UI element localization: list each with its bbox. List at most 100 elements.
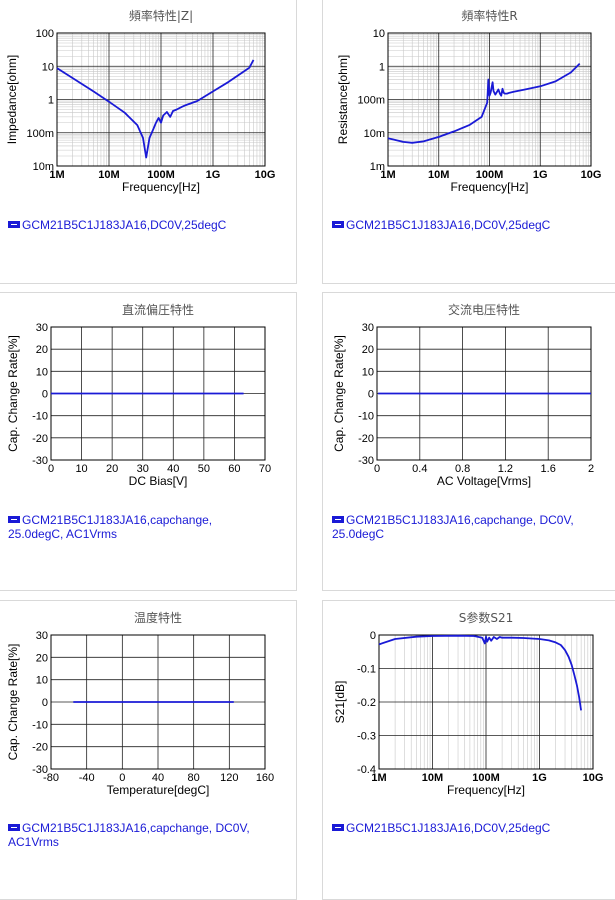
legend-swatch — [8, 516, 20, 523]
y-tick-label: -0.1 — [357, 664, 376, 676]
series-line — [56, 59, 255, 159]
x-tick-label: 30 — [137, 463, 149, 475]
y-axis-label: Cap. Change Rate[%] — [332, 335, 346, 452]
y-tick-label: 1 — [48, 95, 54, 107]
x-tick-label: 40 — [152, 772, 164, 784]
y-tick-label: -30 — [32, 455, 48, 467]
x-tick-label: 1G — [533, 169, 548, 181]
x-tick-label: 2 — [588, 463, 594, 475]
y-tick-label: 0 — [42, 389, 48, 401]
x-tick-label: 1M — [371, 772, 386, 784]
x-axis-label: DC Bias[V] — [129, 474, 188, 488]
chart-card-temperature — [0, 600, 297, 900]
legend-swatch — [8, 824, 20, 831]
legend-dc-bias[interactable]: GCM21B5C1J183JA16,capchange, 25.0degC, A… — [8, 513, 212, 541]
legend-swatch — [332, 221, 344, 228]
legend-text: GCM21B5C1J183JA16,capchange, DC0V, AC1Vr… — [8, 821, 250, 849]
y-tick-label: -0.4 — [357, 764, 376, 776]
x-tick-label: 70 — [259, 463, 271, 475]
x-tick-label: 0 — [374, 463, 380, 475]
x-tick-label: 100M — [147, 169, 175, 181]
x-tick-label: 10 — [75, 463, 87, 475]
x-tick-label: 10G — [583, 772, 604, 784]
x-tick-label: -80 — [43, 772, 59, 784]
y-tick-label: -10 — [32, 719, 48, 731]
chart-title: S参数S21 — [459, 610, 514, 625]
legend-temperature[interactable]: GCM21B5C1J183JA16,capchange, DC0V, AC1Vr… — [8, 821, 250, 849]
chart-title: 直流偏圧特性 — [122, 302, 194, 317]
y-axis-label: Impedance[ohm] — [5, 55, 19, 144]
x-axis-label: Frequency[Hz] — [447, 783, 525, 797]
x-tick-label: 1M — [49, 169, 64, 181]
x-axis-label: Frequency[Hz] — [450, 180, 528, 194]
x-tick-label: 10G — [255, 169, 276, 181]
y-tick-label: 30 — [36, 630, 48, 642]
y-tick-label: 20 — [362, 344, 374, 356]
chart-title: 交流电压特性 — [448, 302, 520, 317]
x-tick-label: 1.2 — [498, 463, 513, 475]
legend-text: GCM21B5C1J183JA16,DC0V,25degC — [346, 218, 551, 232]
y-tick-label: 10 — [362, 366, 374, 378]
y-tick-label: 1m — [370, 161, 385, 173]
y-tick-label: 0 — [368, 389, 374, 401]
x-tick-label: 50 — [198, 463, 210, 475]
y-tick-label: -20 — [32, 742, 48, 754]
chart-title: 温度特性 — [134, 610, 182, 625]
x-tick-label: 60 — [228, 463, 240, 475]
x-tick-label: 100M — [472, 772, 500, 784]
x-tick-label: -40 — [79, 772, 95, 784]
y-axis-label: Cap. Change Rate[%] — [6, 335, 20, 452]
legend-ac-voltage[interactable]: GCM21B5C1J183JA16,capchange, DC0V, 25.0d… — [332, 513, 574, 541]
y-tick-label: 10m — [33, 161, 54, 173]
x-tick-label: 160 — [256, 772, 274, 784]
y-tick-label: 20 — [36, 652, 48, 664]
series-line — [378, 634, 582, 711]
x-tick-label: 20 — [106, 463, 118, 475]
y-axis-label: Resistance[ohm] — [336, 55, 350, 144]
y-tick-label: -0.2 — [357, 697, 376, 709]
x-tick-label: 100M — [476, 169, 504, 181]
x-tick-label: 1G — [532, 772, 547, 784]
y-tick-label: 100m — [26, 128, 54, 140]
x-tick-label: 120 — [220, 772, 238, 784]
x-tick-label: 0.4 — [412, 463, 427, 475]
y-tick-label: 10 — [373, 28, 385, 40]
y-tick-label: -20 — [358, 433, 374, 445]
legend-swatch — [332, 824, 344, 831]
legend-text: GCM21B5C1J183JA16,capchange, 25.0degC, A… — [8, 513, 213, 541]
series-line — [387, 62, 581, 144]
y-tick-label: 0 — [370, 630, 376, 642]
legend-swatch — [8, 221, 20, 228]
legend-text: GCM21B5C1J183JA16,DC0V,25degC — [346, 821, 551, 835]
legend-swatch — [332, 516, 344, 523]
chart-card-ac-voltage — [322, 292, 615, 591]
chart-title: 頻率特性R — [461, 8, 517, 23]
x-axis-label: Frequency[Hz] — [122, 180, 200, 194]
legend-impedance[interactable]: GCM21B5C1J183JA16,DC0V,25degC — [8, 218, 226, 232]
y-tick-label: 100 — [36, 28, 54, 40]
y-tick-label: -0.3 — [357, 731, 376, 743]
y-tick-label: -10 — [32, 411, 48, 423]
y-tick-label: -20 — [32, 433, 48, 445]
x-tick-label: 0 — [48, 463, 54, 475]
plot-frame — [378, 634, 594, 770]
y-tick-label: 100m — [357, 95, 385, 107]
legend-s21[interactable]: GCM21B5C1J183JA16,DC0V,25degC — [332, 821, 550, 835]
y-tick-label: -30 — [32, 764, 48, 776]
x-axis-label: AC Voltage[Vrms] — [437, 474, 531, 488]
plot-frame — [50, 634, 266, 770]
y-tick-label: 30 — [36, 322, 48, 334]
x-tick-label: 1G — [206, 169, 221, 181]
x-tick-label: 0.8 — [455, 463, 470, 475]
x-tick-label: 80 — [188, 772, 200, 784]
legend-text: GCM21B5C1J183JA16,capchange, DC0V, 25.0d… — [332, 513, 574, 541]
y-tick-label: 10 — [42, 61, 54, 73]
chart-title: 頻率特性|Z| — [129, 8, 193, 23]
y-tick-label: 30 — [362, 322, 374, 334]
y-axis-label: S21[dB] — [333, 681, 347, 724]
legend-resistance[interactable]: GCM21B5C1J183JA16,DC0V,25degC — [332, 218, 550, 232]
x-tick-label: 1.6 — [541, 463, 556, 475]
y-tick-label: 20 — [36, 344, 48, 356]
x-tick-label: 0 — [119, 772, 125, 784]
